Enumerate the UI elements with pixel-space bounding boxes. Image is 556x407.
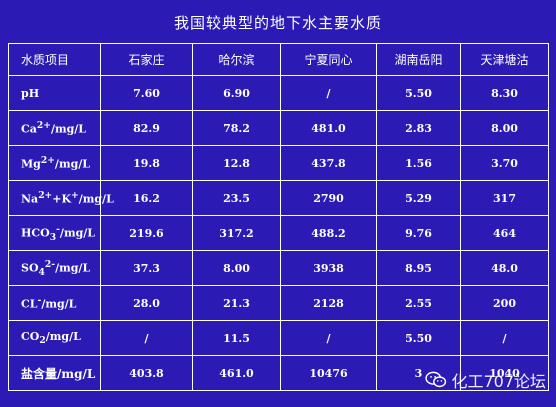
water-quality-table: 水质项目 石家庄 哈尔滨 宁夏同心 湖南岳阳 天津塘沽 pH 7.60 6.90/5… <box>8 43 549 391</box>
row-label: CO2/mg/L <box>8 320 101 356</box>
table-row: 盐含量/mg/L 403.8 461.0 10476 3 1040 <box>8 355 549 391</box>
row-label: Ca2+/mg/L <box>8 110 101 146</box>
table-cell: 461.0 <box>192 355 281 391</box>
table-cell: 28.0 <box>100 285 193 321</box>
table-row: CL-/mg/L 28.0 21.3 2128 2.55 200 <box>8 285 549 321</box>
table-cell: 16.2 <box>100 180 193 216</box>
row-label: HCO3-/mg/L <box>8 215 101 251</box>
table-cell: 200 <box>460 285 549 321</box>
table-row: pH 7.60 6.90/5.50 8.30 <box>8 75 549 111</box>
table-cell: 8.00 <box>192 250 281 286</box>
table-cell: 2.83 <box>376 110 461 146</box>
page-title: 我国较典型的地下水主要水质 <box>173 14 382 32</box>
row-label: Mg2+/mg/L <box>8 145 101 181</box>
table-cell: 21.3 <box>192 285 281 321</box>
row-label: Na2++K+/mg/L <box>8 180 114 216</box>
watermark: 化工707论坛 <box>425 368 546 392</box>
table-cell: 1040 <box>460 355 549 391</box>
row-label: 盐含量/mg/L <box>8 355 101 391</box>
table-cell: / <box>280 75 377 111</box>
table-cell: 5.50 <box>376 320 461 356</box>
table-cell: 317.2 <box>192 215 281 251</box>
table-cell: 8.30 <box>460 75 549 111</box>
table-cell: 2.55 <box>376 285 461 321</box>
table-header-row: 水质项目 石家庄 哈尔滨 宁夏同心 湖南岳阳 天津塘沽 <box>8 43 549 76</box>
column-header: 湖南岳阳 <box>376 43 461 76</box>
table-cell: 7.60 <box>100 75 193 111</box>
table-cell: 12.8 <box>192 145 281 181</box>
table-cell: 2128 <box>280 285 377 321</box>
table-cell: 19.8 <box>100 145 193 181</box>
table-cell: / <box>460 320 549 356</box>
watermark-text: 化工707论坛 <box>451 372 546 391</box>
table-cell: 5.29 <box>376 180 461 216</box>
table-cell: 11.5 <box>192 320 281 356</box>
table-cell: 82.9 <box>100 110 193 146</box>
table-cell: 3.70 <box>460 145 549 181</box>
table-cell: 8.95 <box>376 250 461 286</box>
table-row: Mg2+/mg/L 19.8 12.8 437.8 1.56 3.70 <box>8 145 549 181</box>
table-cell: 1.56 <box>376 145 461 181</box>
table-cell: 37.3 <box>100 250 193 286</box>
table-cell: 317 <box>460 180 549 216</box>
table-cell: 3938 <box>280 250 377 286</box>
table-cell: / <box>280 320 377 356</box>
table-cell: 437.8 <box>280 145 377 181</box>
row-label: SO42-/mg/L <box>8 250 101 286</box>
table-row: SO42-/mg/L 37.3 8.00 3938 8.95 48.0 <box>8 250 549 286</box>
wechat-icon <box>425 371 447 388</box>
table-cell: 5.50 <box>376 75 461 111</box>
table-cell: 6.90 <box>192 75 281 111</box>
table-row: Ca2+/mg/L 82.9 78.2 481.0 2.83 8.00 <box>8 110 549 146</box>
table-row: CO2/mg/L/11.5/5.50/ <box>8 320 549 356</box>
table-cell: 48.0 <box>460 250 549 286</box>
row-label: CL-/mg/L <box>8 285 101 321</box>
column-header: 石家庄 <box>100 43 193 76</box>
column-header: 宁夏同心 <box>280 43 377 76</box>
table-row: Na2++K+/mg/L 16.2 23.5 2790 5.29 317 <box>8 180 549 216</box>
table-cell: 78.2 <box>192 110 281 146</box>
table-cell: 23.5 <box>192 180 281 216</box>
row-label: pH <box>8 75 101 111</box>
table-cell: 8.00 <box>460 110 549 146</box>
table-cell: / <box>100 320 193 356</box>
column-header: 天津塘沽 <box>460 43 549 76</box>
table-cell: 488.2 <box>280 215 377 251</box>
table-cell: 10476 <box>280 355 377 391</box>
table-cell: 219.6 <box>100 215 193 251</box>
table-cell: 481.0 <box>280 110 377 146</box>
table-cell: 464 <box>460 215 549 251</box>
table-cell: 2790 <box>280 180 377 216</box>
table-cell: 9.76 <box>376 215 461 251</box>
column-header: 水质项目 <box>8 43 101 76</box>
table-cell: 403.8 <box>100 355 193 391</box>
table-row: HCO3-/mg/L 219.6 317.2 488.2 9.76 464 <box>8 215 549 251</box>
column-header: 哈尔滨 <box>192 43 281 76</box>
